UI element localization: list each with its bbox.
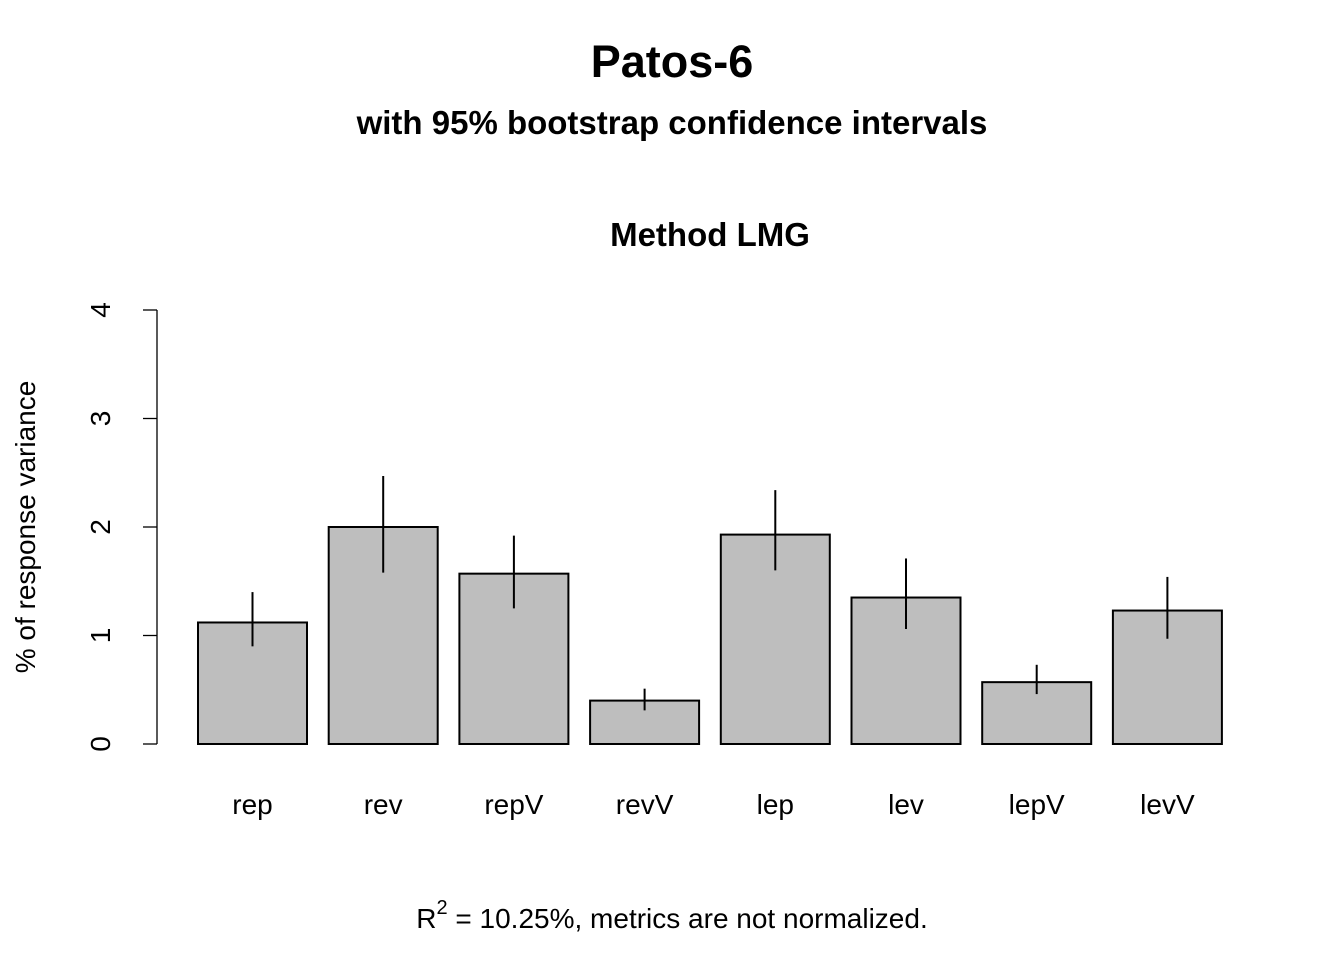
x-tick-label: lepV — [1009, 789, 1065, 820]
y-tick-label: 3 — [85, 411, 116, 427]
x-tick-label: rep — [232, 789, 272, 820]
footnote-r: R — [416, 903, 436, 934]
x-tick-label: repV — [484, 789, 543, 820]
x-tick-label: levV — [1140, 789, 1195, 820]
chart-subtitle: with 95% bootstrap confidence intervals — [356, 104, 988, 141]
y-tick-label: 1 — [85, 628, 116, 644]
bars-group — [197, 526, 1223, 746]
y-tick-label: 4 — [85, 302, 116, 318]
x-tick-label: lev — [888, 789, 924, 820]
footnote-superscript: 2 — [436, 897, 447, 919]
confidence-intervals-group — [251, 476, 1169, 711]
x-tick-label: rev — [364, 789, 403, 820]
chart-footnote: R2 = 10.25%, metrics are not normalized. — [416, 897, 927, 934]
x-tick-label: lep — [757, 789, 794, 820]
y-tick-label: 0 — [85, 736, 116, 752]
x-axis-labels: rep rev repV revV lep lev lepV levV — [232, 789, 1195, 820]
chart-main-title: Patos-6 — [591, 36, 754, 87]
plot-title: Method LMG — [610, 216, 810, 253]
footnote-text: = 10.25%, metrics are not normalized. — [448, 903, 928, 934]
y-axis: 0 1 2 3 4 — [85, 302, 158, 752]
y-axis-label: % of response variance — [10, 381, 41, 674]
y-tick-label: 2 — [85, 519, 116, 535]
x-tick-label: revV — [616, 789, 674, 820]
